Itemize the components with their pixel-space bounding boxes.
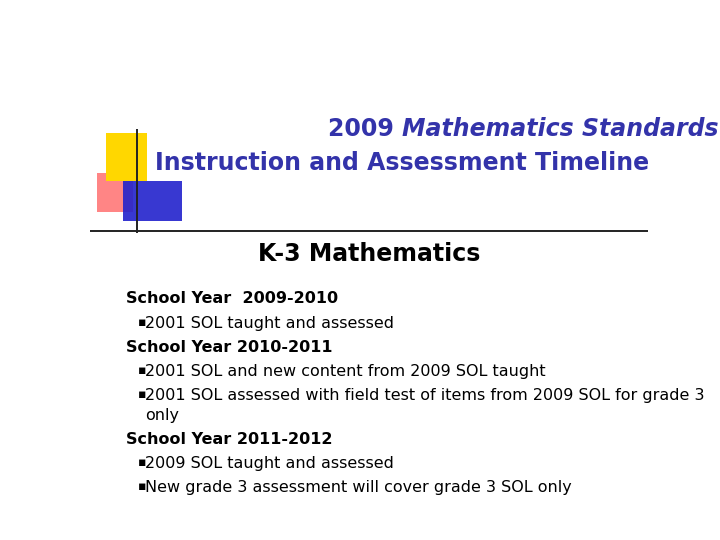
- Bar: [106, 133, 148, 181]
- Text: ▪: ▪: [138, 480, 146, 493]
- Text: K-3 Mathematics: K-3 Mathematics: [258, 242, 480, 266]
- Text: 2001 SOL taught and assessed: 2001 SOL taught and assessed: [145, 315, 394, 330]
- Text: School Year 2010-2011: School Year 2010-2011: [126, 340, 333, 355]
- Text: ▪: ▪: [138, 315, 146, 328]
- Text: 2001 SOL assessed with field test of items from 2009 SOL for grade 3: 2001 SOL assessed with field test of ite…: [145, 388, 704, 403]
- Text: School Year  2009-2010: School Year 2009-2010: [126, 292, 338, 306]
- Text: ▪: ▪: [138, 388, 146, 401]
- Bar: [124, 181, 182, 221]
- Text: 2009 SOL taught and assessed: 2009 SOL taught and assessed: [145, 456, 394, 471]
- Text: School Year 2011-2012: School Year 2011-2012: [126, 432, 333, 447]
- Text: Instruction and Assessment Timeline: Instruction and Assessment Timeline: [156, 151, 649, 174]
- Text: only: only: [145, 408, 179, 423]
- Text: New grade 3 assessment will cover grade 3 SOL only: New grade 3 assessment will cover grade …: [145, 480, 572, 495]
- Text: 2001 SOL and new content from 2009 SOL taught: 2001 SOL and new content from 2009 SOL t…: [145, 364, 545, 379]
- Bar: [96, 173, 133, 212]
- Text: ▪: ▪: [138, 364, 146, 377]
- Text: 2009: 2009: [328, 117, 402, 141]
- Text: ▪: ▪: [138, 456, 146, 469]
- Text: Mathematics Standards of Learning: Mathematics Standards of Learning: [402, 117, 720, 141]
